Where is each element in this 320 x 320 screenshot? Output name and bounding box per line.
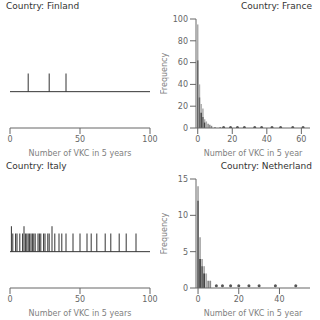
svg-text:60: 60 [178, 58, 188, 67]
svg-text:15: 15 [178, 175, 188, 184]
html-text:Country: Netherland: Country: Netherland [220, 161, 312, 171]
svg-text:Number of VKC in 5 years: Number of VKC in 5 years [29, 309, 132, 318]
svg-text:20: 20 [227, 135, 237, 144]
svg-text:5: 5 [183, 248, 188, 257]
svg-text:60: 60 [296, 135, 306, 144]
svg-text:40: 40 [262, 135, 272, 144]
svg-text:100: 100 [142, 295, 157, 304]
svg-text:Number of VKC in 5 year: Number of VKC in 5 year [204, 309, 303, 318]
svg-text:0: 0 [183, 124, 188, 133]
svg-text:0: 0 [8, 135, 13, 144]
svg-text:0: 0 [195, 135, 200, 144]
html-text:Country: France: Country: France [241, 1, 312, 11]
svg-text:20: 20 [234, 295, 244, 304]
svg-text:Number of VKC in 5 years: Number of VKC in 5 years [29, 149, 132, 158]
svg-text:Number of VKC in 5 year: Number of VKC in 5 year [204, 149, 303, 158]
svg-text:50: 50 [75, 135, 85, 144]
svg-text:0: 0 [195, 295, 200, 304]
svg-text:0: 0 [183, 284, 188, 293]
svg-text:100: 100 [173, 15, 188, 24]
svg-text:0: 0 [8, 295, 13, 304]
svg-text:80: 80 [178, 37, 188, 46]
svg-text:Frequency: Frequency [160, 53, 169, 95]
svg-text:Frequency: Frequency [160, 213, 169, 255]
svg-text:50: 50 [75, 295, 85, 304]
svg-text:100: 100 [142, 135, 157, 144]
svg-text:20: 20 [178, 102, 188, 111]
svg-text:10: 10 [178, 211, 188, 220]
svg-text:40: 40 [274, 295, 284, 304]
svg-text:40: 40 [178, 80, 188, 89]
html-text:Country: Italy: Country: Italy [6, 161, 67, 171]
html-text:Country: Finland: Country: Finland [6, 1, 80, 11]
